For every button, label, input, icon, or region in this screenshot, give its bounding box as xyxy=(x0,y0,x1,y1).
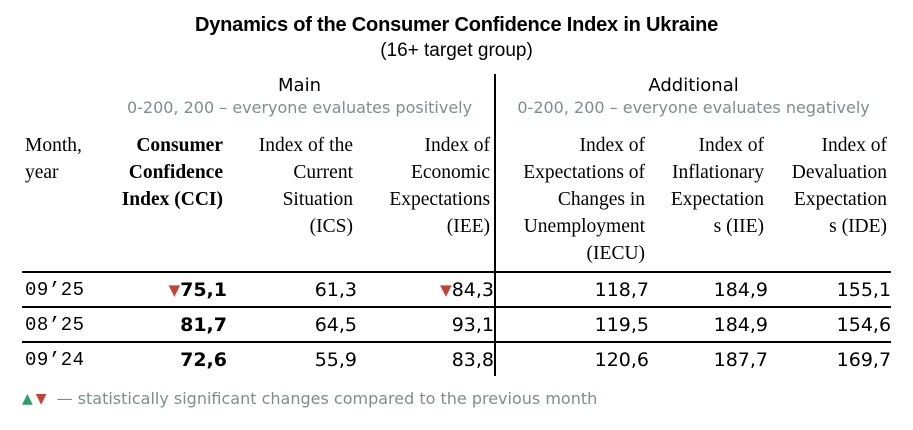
page-title: Dynamics of the Consumer Confidence Inde… xyxy=(194,14,719,36)
col-header-ide: Index of Devaluation Expectation s (IDE) xyxy=(768,125,892,273)
group-additional-desc: 0-200, 200 – everyone evaluates negative… xyxy=(517,98,870,117)
cci-cell: ▼75,1 xyxy=(105,272,227,308)
page-subtitle: (16+ target group) xyxy=(380,40,533,61)
group-additional: Additional 0-200, 200 – everyone evaluat… xyxy=(495,74,891,125)
cci-cell: 72,6 xyxy=(105,342,227,376)
iie-cell: 184,9 xyxy=(649,272,769,308)
ics-cell: 61,3 xyxy=(227,272,357,308)
group-main-label: Main xyxy=(278,75,321,96)
cci-cell: 81,7 xyxy=(105,307,227,343)
iee-value: 84,3 xyxy=(451,278,495,301)
iie-cell: 187,7 xyxy=(713,348,769,371)
cci-value: 81,7 xyxy=(180,313,227,336)
cci-table: Main 0-200, 200 – everyone evaluates pos… xyxy=(22,74,892,376)
column-header-row: Month, year Consumer Confidence Index (C… xyxy=(22,125,892,273)
col-header-ics: Index of the Current Situation (ICS) xyxy=(227,125,357,273)
ide-cell: 169,7 xyxy=(836,348,892,371)
ide-cell: 155,1 xyxy=(768,272,892,308)
table-row-0925: 09’25 ▼75,1 61,3 ▼84,3 118,7 184,9 155,1 xyxy=(22,272,892,308)
down-triangle-icon: ▼ xyxy=(168,280,181,299)
col-header-iie: Index of Inflationary Expectation s (IIE… xyxy=(649,125,769,273)
month-cell: 09’24 xyxy=(25,348,85,371)
iecu-cell: 120,6 xyxy=(594,348,650,371)
report-page: Dynamics of the Consumer Confidence Inde… xyxy=(22,14,892,408)
legend-text: — statistically significant changes comp… xyxy=(56,389,598,408)
iee-cell: 93,1 xyxy=(357,307,497,343)
group-header-row: Main 0-200, 200 – everyone evaluates pos… xyxy=(22,74,891,125)
month-cell: 08’25 xyxy=(22,307,105,343)
up-triangle-icon: ▲ xyxy=(22,390,33,407)
table-row-0924: 09’24 72,6 55,9 83,8 120,6 187,7 169,7 xyxy=(22,342,891,376)
ics-cell: 64,5 xyxy=(227,307,357,343)
group-main-desc: 0-200, 200 – everyone evaluates positive… xyxy=(126,98,473,117)
cci-value: 72,6 xyxy=(180,348,227,371)
iee-cell: 83,8 xyxy=(357,342,497,376)
down-triangle-icon: ▼ xyxy=(35,390,47,407)
iecu-cell: 118,7 xyxy=(495,272,650,308)
ide-cell: 154,6 xyxy=(768,307,892,343)
iee-value: 83,8 xyxy=(451,348,495,371)
iie-cell: 184,9 xyxy=(649,307,769,343)
col-header-iee: Index of Economic Expectations (IEE) xyxy=(357,125,497,273)
down-triangle-icon: ▼ xyxy=(440,280,452,299)
cci-value: 75,1 xyxy=(180,278,227,301)
iee-value: 93,1 xyxy=(451,313,495,336)
col-header-iecu: Index of Expectations of Changes in Unem… xyxy=(495,125,650,273)
iecu-cell: 119,5 xyxy=(495,307,650,343)
month-cell: 09’25 xyxy=(22,272,105,308)
iee-cell: ▼84,3 xyxy=(357,272,497,308)
table-row-0825: 08’25 81,7 64,5 93,1 119,5 184,9 154,6 xyxy=(22,307,892,343)
col-header-cci: Consumer Confidence Index (CCI) xyxy=(105,125,227,273)
legend: ▲ ▼ — statistically significant changes … xyxy=(22,389,891,408)
group-additional-label: Additional xyxy=(648,75,739,96)
group-main: Main 0-200, 200 – everyone evaluates pos… xyxy=(105,74,497,125)
ics-cell: 55,9 xyxy=(314,348,357,371)
group-header-spacer xyxy=(22,74,105,125)
col-header-month: Month, year xyxy=(22,125,105,273)
